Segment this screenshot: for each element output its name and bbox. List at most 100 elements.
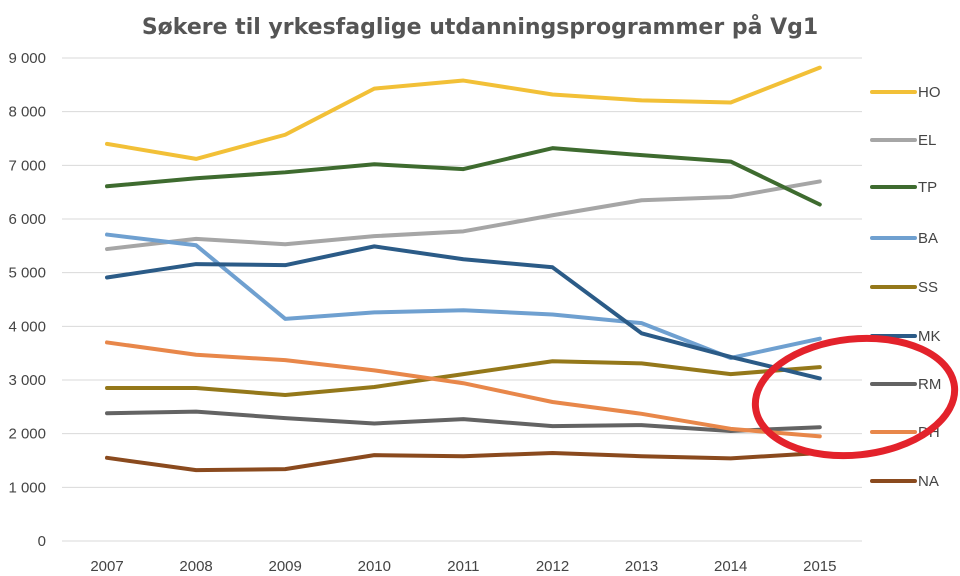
legend-label-el: EL: [918, 132, 936, 149]
data-point-ho: [552, 93, 553, 95]
y-tick-label: 6 000: [8, 211, 46, 228]
x-tick-label: 2007: [90, 558, 123, 575]
data-point-dh: [195, 354, 197, 356]
x-tick-label: 2012: [536, 558, 569, 575]
data-point-ss: [373, 386, 375, 388]
data-point-ss: [284, 394, 286, 396]
data-point-rm: [552, 425, 553, 427]
data-point-na: [284, 468, 286, 470]
y-tick-label: 4 000: [8, 318, 46, 335]
data-point-mk: [106, 276, 108, 278]
series-line-ss: [105, 359, 822, 398]
data-point-rm: [641, 424, 643, 426]
data-point-dh: [730, 428, 732, 430]
data-point-ss: [106, 387, 108, 389]
series-line-ba: [105, 232, 822, 360]
legend-label-ss: SS: [918, 279, 938, 296]
data-point-ss: [195, 387, 197, 389]
data-point-ss: [552, 360, 553, 362]
legend-label-ba: BA: [918, 230, 938, 247]
data-point-na: [373, 454, 375, 456]
data-point-mk: [819, 377, 821, 379]
data-point-na: [552, 452, 553, 454]
data-point-el: [730, 196, 732, 198]
data-point-el: [462, 230, 464, 232]
data-point-tp: [552, 147, 553, 149]
data-point-dh: [552, 401, 553, 403]
data-point-ho: [641, 99, 643, 101]
series-line-mk: [105, 244, 822, 381]
data-point-ho: [462, 80, 464, 82]
data-point-el: [552, 214, 553, 216]
data-point-ss: [462, 373, 464, 375]
data-point-ba: [552, 314, 553, 316]
y-tick-label: 5 000: [8, 265, 46, 282]
data-point-dh: [462, 382, 464, 384]
y-tick-label: 3 000: [8, 372, 46, 389]
data-point-ho: [730, 102, 732, 104]
data-point-mk: [284, 264, 286, 266]
x-tick-label: 2009: [269, 558, 302, 575]
y-tick-label: 9 000: [8, 50, 46, 67]
data-point-ho: [284, 134, 286, 136]
series-line-ho: [105, 65, 822, 161]
y-tick-label: 1 000: [8, 479, 46, 496]
data-point-dh: [641, 413, 643, 415]
data-point-ss: [730, 373, 732, 375]
data-point-na: [195, 469, 197, 471]
data-point-rm: [106, 412, 108, 414]
data-point-na: [730, 457, 732, 459]
data-point-el: [284, 243, 286, 245]
x-tick-label: 2010: [358, 558, 391, 575]
data-point-ba: [373, 311, 375, 313]
data-point-ho: [373, 88, 375, 90]
data-point-ba: [284, 318, 286, 320]
data-point-ba: [641, 322, 643, 324]
data-point-ss: [819, 366, 821, 368]
series-line-rm: [105, 409, 822, 433]
data-point-tp: [730, 161, 732, 163]
data-point-rm: [195, 411, 197, 413]
data-point-na: [462, 455, 464, 457]
y-tick-label: 7 000: [8, 157, 46, 174]
data-point-mk: [462, 258, 464, 260]
data-point-ba: [195, 244, 197, 246]
chart-title: Søkere til yrkesfaglige utdanningsprogra…: [142, 14, 818, 40]
data-point-mk: [373, 245, 375, 247]
data-point-rm: [819, 426, 821, 428]
data-point-mk: [195, 263, 197, 265]
data-point-tp: [641, 154, 643, 156]
data-point-ba: [819, 338, 821, 340]
y-tick-label: 8 000: [8, 104, 46, 121]
data-point-tp: [284, 171, 286, 173]
data-point-mk: [641, 332, 643, 334]
x-tick-label: 2008: [179, 558, 212, 575]
data-point-tp: [195, 177, 197, 179]
data-point-na: [641, 455, 643, 457]
data-point-tp: [106, 185, 108, 187]
data-point-el: [195, 238, 197, 240]
legend-label-rm: RM: [918, 376, 941, 393]
data-point-el: [819, 180, 821, 182]
x-tick-label: 2015: [803, 558, 836, 575]
data-point-el: [373, 235, 375, 237]
x-tick-label: 2014: [714, 558, 747, 575]
y-tick-label: 0: [38, 533, 46, 550]
data-point-ba: [106, 234, 108, 236]
data-point-mk: [730, 356, 732, 358]
red-circle-annotation: [751, 334, 959, 460]
data-point-dh: [373, 369, 375, 371]
legend-label-ho: HO: [918, 84, 941, 101]
data-point-rm: [284, 417, 286, 419]
data-point-el: [106, 248, 108, 250]
data-point-tp: [819, 204, 821, 206]
data-point-ho: [819, 67, 821, 69]
x-tick-label: 2013: [625, 558, 658, 575]
data-point-dh: [819, 435, 821, 437]
data-point-dh: [284, 359, 286, 361]
data-point-rm: [462, 418, 464, 420]
data-point-na: [106, 457, 108, 459]
y-tick-label: 2 000: [8, 426, 46, 443]
x-tick-label: 2011: [447, 558, 479, 575]
